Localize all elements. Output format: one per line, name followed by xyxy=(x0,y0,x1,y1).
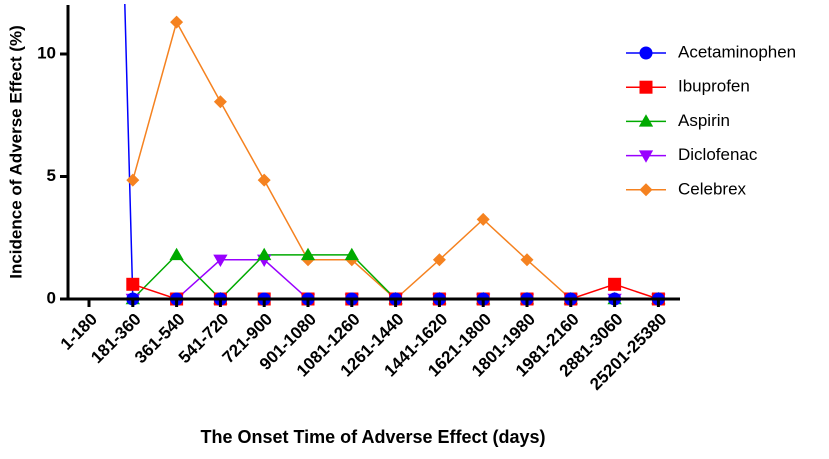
legend-label: Aspirin xyxy=(678,111,730,130)
marker xyxy=(213,95,227,109)
y-tick-label: 10 xyxy=(37,43,56,62)
marker xyxy=(126,277,140,291)
marker xyxy=(170,15,184,29)
marker xyxy=(169,247,184,261)
marker xyxy=(300,247,316,261)
marker xyxy=(257,247,272,261)
legend-label: Ibuprofen xyxy=(678,77,750,96)
marker xyxy=(213,254,228,267)
marker xyxy=(126,173,140,187)
marker xyxy=(476,212,490,226)
marker xyxy=(638,114,654,127)
marker xyxy=(608,277,622,291)
y-tick-label: 0 xyxy=(47,288,56,307)
legend-label: Acetaminophen xyxy=(678,42,796,61)
marker xyxy=(344,247,359,261)
legend-label: Diclofenac xyxy=(678,145,758,164)
x-tick-label: 25201-25380 xyxy=(586,310,670,394)
y-axis-label: Incidence of Adverse Effect (%) xyxy=(6,25,25,279)
marker xyxy=(638,150,654,163)
marker xyxy=(432,253,446,267)
plot-area xyxy=(124,4,666,307)
marker xyxy=(639,80,653,94)
y-tick-label: 5 xyxy=(47,166,56,185)
x-axis-label: The Onset Time of Adverse Effect (days) xyxy=(200,427,545,447)
marker xyxy=(639,183,653,197)
marker xyxy=(639,46,653,60)
marker xyxy=(520,253,534,267)
legend-label: Celebrex xyxy=(678,179,747,198)
marker xyxy=(257,173,271,187)
